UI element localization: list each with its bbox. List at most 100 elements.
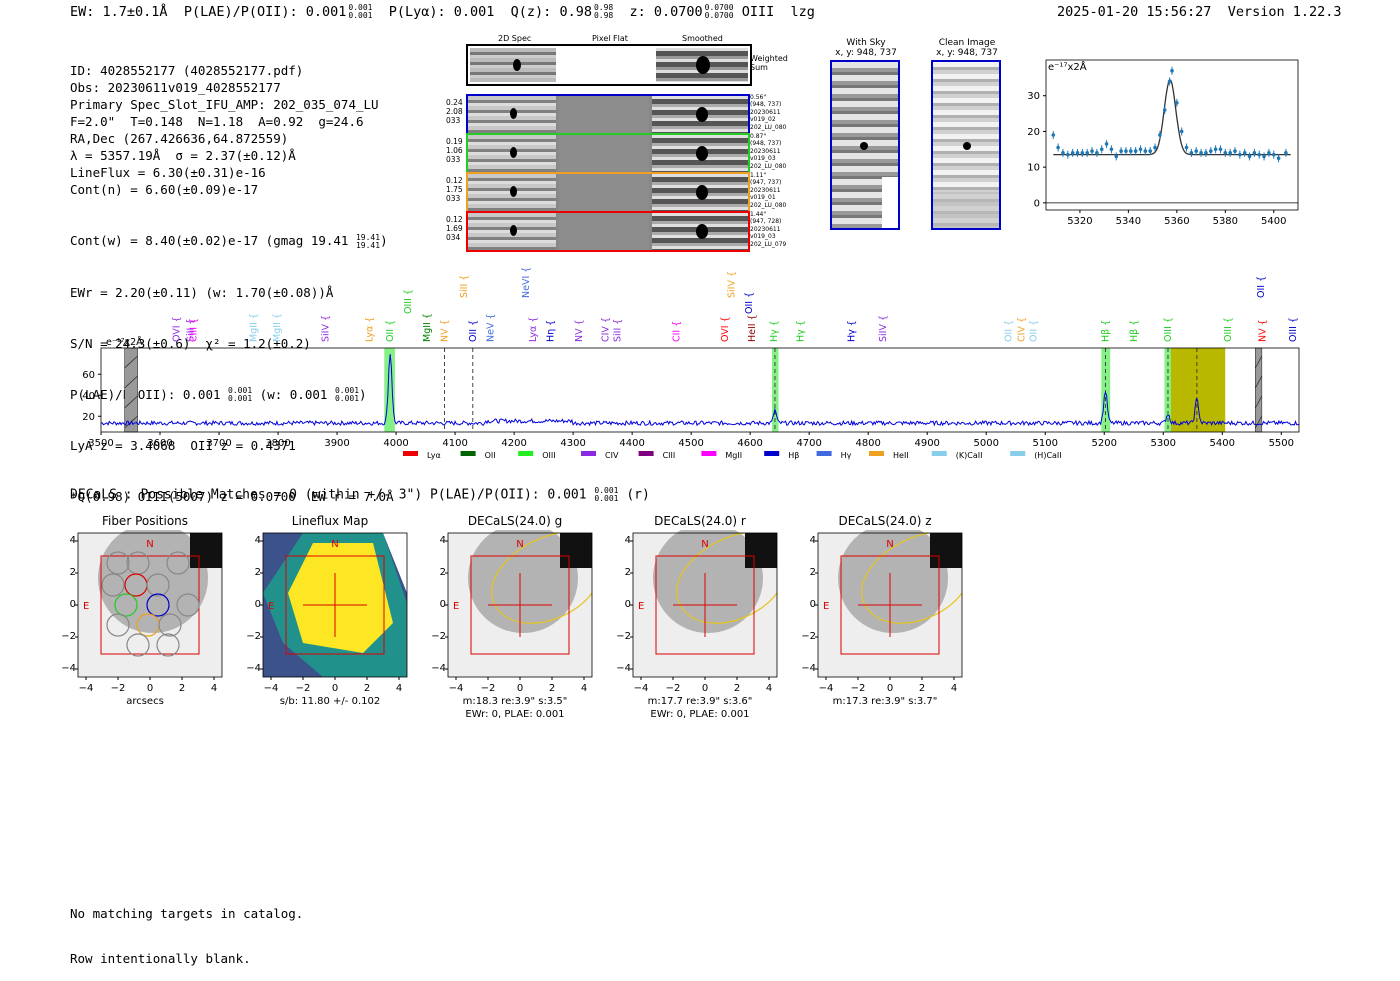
cutout-row-right-labels: 0.87" (948, 737) 20230611 v019_03 202_LU_080 bbox=[750, 133, 786, 170]
zoom-ytick-label: 30 bbox=[1027, 91, 1040, 102]
line-id-text: MgII { bbox=[272, 313, 283, 342]
east-label: E bbox=[268, 601, 274, 612]
panel-title: DECaLS(24.0) z bbox=[838, 514, 932, 528]
line-id-label: NeVI { bbox=[521, 268, 532, 298]
panel-ytick-label: 2 bbox=[624, 567, 631, 578]
oiii-z: *Q(0.98) OIII(5007) z = 0.0700 EW r = 7.… bbox=[70, 489, 394, 504]
zoom-data-point bbox=[1247, 154, 1252, 159]
line-id-text: Lyα { bbox=[528, 317, 539, 342]
zoom-data-point bbox=[1184, 145, 1189, 150]
col-header-2dspec: 2D Spec bbox=[498, 34, 532, 43]
cutout-left-label: 033 bbox=[446, 116, 461, 125]
search-box bbox=[840, 555, 940, 655]
north-label: N bbox=[516, 539, 523, 550]
cutout-right-label: (947, 728) bbox=[750, 218, 782, 226]
zoom-ytick-label: 20 bbox=[1027, 127, 1040, 138]
decals-sub: 0.001 bbox=[594, 494, 619, 503]
zoom-data-point bbox=[1119, 149, 1123, 153]
spec-xtick-label: 4700 bbox=[796, 438, 821, 449]
cutout-right-label: 202_LU_079 bbox=[750, 240, 787, 248]
north-label: N bbox=[886, 539, 893, 550]
dark-corner bbox=[190, 533, 222, 568]
panel-title: DECaLS(24.0) r bbox=[654, 514, 746, 528]
line-id-text: NeV { bbox=[485, 313, 496, 342]
line-id-label: OVI { bbox=[172, 316, 183, 342]
plae-value: P(LAE)/P(OII): 0.001 bbox=[183, 4, 347, 20]
spec-xtick-label: 5400 bbox=[1210, 438, 1235, 449]
image-panel: DECaLS(24.0) r N E −4 −2 0 2 4 bbox=[625, 512, 805, 722]
line-id-label: CII { bbox=[671, 321, 682, 342]
with-sky-xy: x, y: 948, 737 bbox=[835, 48, 897, 58]
line-id-label: OIII { bbox=[403, 289, 414, 314]
panel-ytick-label: 0 bbox=[69, 599, 76, 610]
panel-caption: m:17.3 re:3.9" s:3.7" bbox=[832, 696, 938, 707]
masked-region bbox=[124, 347, 138, 433]
legend-label: (K)CaII bbox=[956, 451, 983, 460]
zoom-ytick-label: 10 bbox=[1027, 163, 1040, 174]
east-label: E bbox=[823, 601, 829, 612]
line-id-label: CIV { bbox=[1017, 317, 1028, 342]
east-label: E bbox=[453, 601, 459, 612]
spec-xtick-label: 3600 bbox=[147, 438, 172, 449]
panel-xtick-label: 2 bbox=[549, 683, 555, 694]
weighted-sum-strip bbox=[466, 44, 752, 86]
fiber-circle bbox=[101, 573, 125, 597]
zoom-line-chart: e⁻¹⁷x2Å 5320 5340 5360 5380 5400 0 10 20 30 bbox=[1027, 59, 1299, 227]
zoom-ytick-label: 0 bbox=[1034, 198, 1040, 209]
fiber-circle bbox=[106, 551, 130, 575]
zoom-data-point bbox=[1213, 147, 1218, 152]
east-label: E bbox=[638, 601, 644, 612]
cutout-right-label: 1.11" bbox=[750, 172, 767, 179]
panel-ytick-label: −2 bbox=[801, 631, 816, 642]
line-id-label: OII { bbox=[1256, 276, 1267, 298]
timestamp: 2025-01-20 15:56:27 bbox=[1057, 4, 1212, 20]
zoom-data-point bbox=[1061, 151, 1065, 155]
line-id-label: SiIV { bbox=[726, 271, 737, 298]
zoom-data-point bbox=[1233, 149, 1237, 153]
weighted-sum-label: Weighted Sum bbox=[750, 54, 788, 72]
panel-ytick-label: 2 bbox=[69, 567, 76, 578]
info-line: F=2.0" T=0.148 N=1.18 A=0.92 g=24.6 bbox=[70, 114, 364, 129]
panel-title: Lineflux Map bbox=[291, 514, 369, 528]
plae-sup: 0.001 bbox=[348, 3, 373, 12]
line-id-text: OII { bbox=[1256, 276, 1267, 298]
panel-yticks: 4 2 0 −2 −4 bbox=[54, 533, 76, 683]
line-id-text: Lyα { bbox=[365, 317, 376, 342]
panel-ytick-label: 4 bbox=[624, 535, 631, 546]
zoom-data-point bbox=[1218, 147, 1223, 152]
panel-yticks: 4 2 0 −2 −4 bbox=[609, 533, 631, 683]
cont-w-end: ) bbox=[380, 233, 388, 248]
col-header-pixelflat: Pixel Flat bbox=[592, 34, 628, 43]
panel-image: N E −4 −2 0 2 4 bbox=[260, 532, 408, 694]
with-sky-title: With Sky bbox=[846, 38, 886, 48]
cutout-row-right-labels: 0.56" (948, 737) 20230611 v019_02 202_LU_080 bbox=[750, 94, 786, 131]
panel-xtick-label: 0 bbox=[702, 683, 708, 694]
mask-hatch bbox=[1255, 415, 1263, 429]
north-label: N bbox=[701, 539, 708, 550]
zoom-data-point bbox=[1099, 147, 1104, 152]
dark-corner bbox=[930, 533, 962, 568]
col-header-smoothed: Smoothed bbox=[682, 34, 723, 43]
ewr: EWr = 2.20(±0.11) (w: 1.70(±0.08))Å bbox=[70, 284, 334, 300]
clean-xy: x, y: 948, 737 bbox=[936, 48, 998, 58]
cutout-right-label: 20230611 bbox=[750, 108, 781, 116]
panel-ytick-label: −4 bbox=[431, 663, 446, 674]
line-id-label: OIII { bbox=[1163, 317, 1174, 342]
line-id-label: OIII { bbox=[1223, 317, 1234, 342]
zoom-data-point bbox=[1158, 133, 1162, 137]
zoom-xtick-label: 5340 bbox=[1116, 216, 1141, 227]
legend-swatch bbox=[638, 451, 654, 456]
spectrum-axes-frame bbox=[100, 347, 1300, 433]
cutout-row bbox=[466, 94, 750, 135]
panel-ytick-label: −4 bbox=[801, 663, 816, 674]
panel-xtick-label: −2 bbox=[481, 683, 496, 694]
continuum-window-highlight bbox=[1170, 348, 1226, 432]
zoom-data-point bbox=[1238, 152, 1242, 157]
zoom-data-point bbox=[1124, 149, 1128, 153]
panel-title: Fiber Positions bbox=[101, 514, 189, 528]
zoom-data-point bbox=[1175, 101, 1179, 105]
panel-xtick-label: 4 bbox=[396, 683, 402, 694]
cutout-row bbox=[466, 211, 750, 252]
zoom-data-point bbox=[1051, 133, 1056, 137]
info-line: Cont(n) = 6.60(±0.09)e-17 bbox=[70, 182, 259, 197]
